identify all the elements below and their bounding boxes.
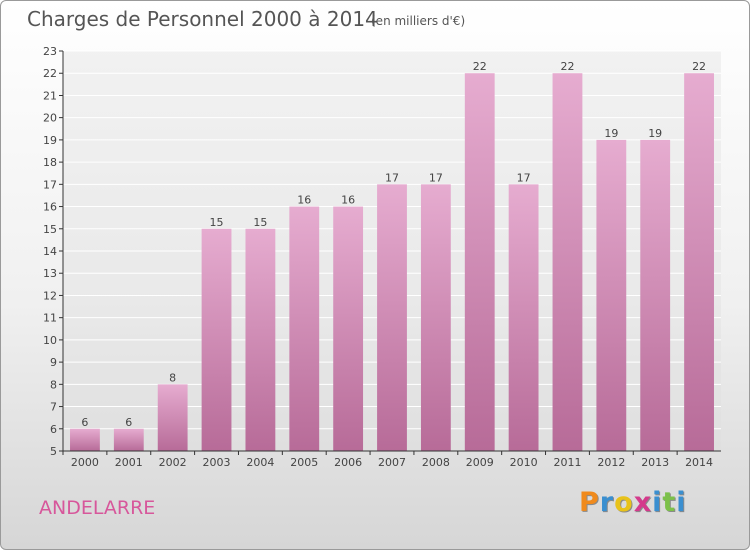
data-label: 16 xyxy=(297,194,311,207)
bar xyxy=(464,73,495,451)
data-label: 15 xyxy=(253,216,267,229)
town-name: ANDELARRE xyxy=(39,497,156,519)
chart-subtitle: (en milliers d'€) xyxy=(371,14,466,28)
logo-letter: x xyxy=(633,487,653,518)
logo-letter: i xyxy=(676,487,687,518)
y-tick-label: 8 xyxy=(50,378,57,391)
y-tick-label: 17 xyxy=(43,178,57,191)
bar xyxy=(420,184,451,452)
labels: 5 6 7 8 9 10 11 12 13 14 15 16 17 18 19 20 21 22 23 6 2000 6 2… xyxy=(43,45,713,469)
x-tick-label: 2009 xyxy=(466,456,494,469)
bars xyxy=(70,73,714,452)
axes xyxy=(59,50,721,455)
bar xyxy=(113,428,144,451)
data-label: 15 xyxy=(210,216,224,229)
x-tick-label: 2008 xyxy=(422,456,450,469)
logo-letter: o xyxy=(614,487,634,518)
data-label: 22 xyxy=(473,60,487,73)
y-tick-label: 13 xyxy=(43,267,57,280)
y-tick-label: 15 xyxy=(43,223,57,236)
x-tick-label: 2006 xyxy=(334,456,362,469)
y-tick-label: 6 xyxy=(50,423,57,436)
bar xyxy=(596,139,627,451)
bar xyxy=(245,228,276,451)
x-tick-label: 2010 xyxy=(510,456,538,469)
data-label: 22 xyxy=(692,60,706,73)
data-label: 8 xyxy=(169,371,176,384)
y-tick-label: 9 xyxy=(50,356,57,369)
y-tick-label: 5 xyxy=(50,445,57,458)
x-tick-label: 2014 xyxy=(685,456,713,469)
bar xyxy=(157,384,188,451)
bar xyxy=(508,184,539,452)
data-label: 22 xyxy=(560,60,574,73)
bar xyxy=(684,73,714,451)
logo-letter: P xyxy=(579,487,600,518)
data-label: 17 xyxy=(517,171,531,184)
y-tick-label: 19 xyxy=(43,134,57,147)
y-tick-label: 18 xyxy=(43,156,57,169)
y-tick-label: 16 xyxy=(43,201,57,214)
y-tick-label: 20 xyxy=(43,112,57,125)
x-tick-label: 2012 xyxy=(597,456,625,469)
y-tick-label: 12 xyxy=(43,289,57,302)
y-tick-label: 21 xyxy=(43,89,57,102)
y-tick-label: 14 xyxy=(43,245,57,258)
bar xyxy=(377,184,407,452)
x-tick-label: 2002 xyxy=(159,456,187,469)
y-tick-label: 7 xyxy=(50,401,57,414)
y-tick-label: 11 xyxy=(43,312,57,325)
logo-letter: i xyxy=(652,487,663,518)
y-tick-label: 10 xyxy=(43,334,57,347)
y-tick-label: 23 xyxy=(43,45,57,58)
x-tick-label: 2000 xyxy=(71,456,99,469)
data-label: 19 xyxy=(648,127,662,140)
data-label: 6 xyxy=(125,416,132,429)
bar xyxy=(201,228,232,451)
x-tick-label: 2005 xyxy=(290,456,318,469)
bar xyxy=(333,206,364,451)
x-tick-label: 2004 xyxy=(246,456,274,469)
x-tick-label: 2007 xyxy=(378,456,406,469)
proxiti-logo: Proxiti xyxy=(579,487,687,518)
data-label: 6 xyxy=(81,416,88,429)
bar xyxy=(70,428,100,451)
y-tick-label: 22 xyxy=(43,67,57,80)
data-label: 19 xyxy=(604,127,618,140)
x-tick-label: 2001 xyxy=(115,456,143,469)
data-label: 17 xyxy=(385,171,399,184)
x-tick-label: 2011 xyxy=(553,456,581,469)
bar xyxy=(552,73,583,451)
data-label: 16 xyxy=(341,194,355,207)
data-label: 17 xyxy=(429,171,443,184)
logo-letter: r xyxy=(599,487,615,518)
bar xyxy=(640,139,671,451)
x-tick-label: 2013 xyxy=(641,456,669,469)
bar xyxy=(289,206,320,451)
x-tick-label: 2003 xyxy=(203,456,231,469)
logo-letter: t xyxy=(662,487,677,518)
chart-title: Charges de Personnel 2000 à 2014 xyxy=(27,7,378,31)
